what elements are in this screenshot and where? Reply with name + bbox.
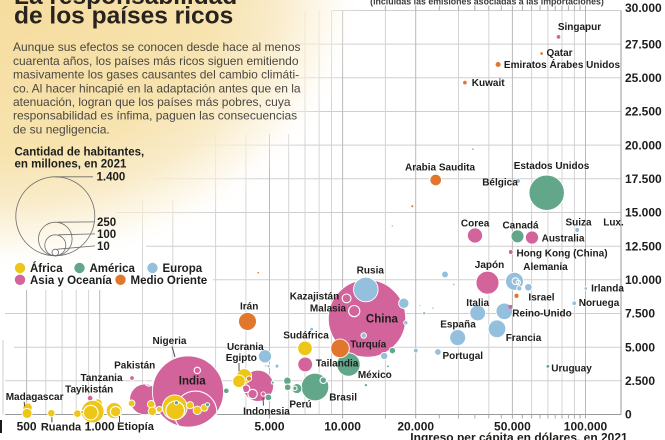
svg-text:Kuwait: Kuwait bbox=[472, 78, 505, 89]
svg-text:Etiopía: Etiopía bbox=[117, 421, 155, 433]
svg-text:5.000: 5.000 bbox=[254, 420, 284, 434]
svg-text:Turquía: Turquía bbox=[350, 340, 386, 351]
svg-text:Irán: Irán bbox=[240, 301, 258, 312]
svg-text:Malasia: Malasia bbox=[310, 304, 347, 315]
svg-text:en millones, en 2021: en millones, en 2021 bbox=[15, 159, 127, 171]
svg-text:China: China bbox=[366, 314, 399, 326]
svg-text:Brasil: Brasil bbox=[329, 392, 357, 403]
svg-text:(incluidas las emisiones asoci: (incluidas las emisiones asociadas a las… bbox=[370, 0, 604, 7]
svg-text:Corea: Corea bbox=[461, 218, 490, 229]
svg-text:masivamente los gases causante: masivamente los gases causantes del camb… bbox=[13, 68, 299, 82]
svg-text:co. Al hacer hincapié en la ad: co. Al hacer hincapié en la adaptación a… bbox=[13, 81, 301, 95]
svg-text:Tanzania: Tanzania bbox=[80, 373, 122, 384]
svg-text:Reino-Unido: Reino-Unido bbox=[512, 309, 571, 320]
svg-text:Qatar: Qatar bbox=[546, 48, 572, 59]
svg-text:27.500: 27.500 bbox=[625, 37, 662, 51]
svg-text:cuarenta años, los países más: cuarenta años, los países más ricos sigu… bbox=[13, 54, 299, 68]
svg-text:10.000: 10.000 bbox=[324, 420, 361, 434]
svg-text:Aunque sus efectos se conocen: Aunque sus efectos se conocen desde hace… bbox=[13, 40, 301, 54]
svg-text:México: México bbox=[358, 370, 392, 381]
svg-text:Pakistán: Pakistán bbox=[114, 361, 155, 372]
svg-text:La responsabilidad: La responsabilidad bbox=[14, 0, 237, 10]
svg-text:Hong Kong (China): Hong Kong (China) bbox=[516, 248, 607, 259]
svg-text:América: América bbox=[90, 263, 136, 275]
svg-text:Canadá: Canadá bbox=[502, 221, 539, 232]
svg-text:20.000: 20.000 bbox=[397, 420, 434, 434]
svg-text:Sudáfrica: Sudáfrica bbox=[283, 330, 329, 341]
svg-text:Japón: Japón bbox=[475, 260, 504, 271]
svg-text:Europa: Europa bbox=[163, 263, 203, 275]
svg-text:12.500: 12.500 bbox=[625, 239, 662, 253]
svg-text:Tailandia: Tailandia bbox=[316, 358, 359, 369]
svg-text:25.000: 25.000 bbox=[625, 71, 662, 85]
svg-text:10.000: 10.000 bbox=[625, 273, 662, 287]
svg-text:de los países ricos: de los países ricos bbox=[14, 3, 233, 30]
svg-text:100.000: 100.000 bbox=[564, 420, 608, 434]
svg-text:Asia y Oceanía: Asia y Oceanía bbox=[30, 275, 112, 287]
svg-text:0: 0 bbox=[625, 408, 632, 422]
svg-text:10: 10 bbox=[97, 241, 110, 253]
svg-text:Singapur: Singapur bbox=[558, 22, 601, 33]
svg-text:Indonesia: Indonesia bbox=[243, 407, 290, 418]
svg-text:100: 100 bbox=[97, 229, 116, 241]
svg-text:atenuación, logran que los paí: atenuación, logran que los países más po… bbox=[13, 95, 291, 109]
svg-text:250: 250 bbox=[97, 217, 116, 229]
svg-text:Nigeria: Nigeria bbox=[153, 336, 187, 347]
svg-text:Emiratos Árabes Unidos: Emiratos Árabes Unidos bbox=[504, 58, 621, 71]
svg-text:Noruega: Noruega bbox=[579, 298, 620, 309]
svg-text:1.400: 1.400 bbox=[97, 172, 126, 184]
svg-text:Irlanda: Irlanda bbox=[591, 283, 624, 294]
svg-text:20.000: 20.000 bbox=[625, 138, 662, 152]
svg-text:Australia: Australia bbox=[542, 233, 585, 244]
svg-text:2.500: 2.500 bbox=[625, 374, 655, 388]
svg-text:7.500: 7.500 bbox=[625, 307, 655, 321]
svg-text:50.000: 50.000 bbox=[494, 420, 531, 434]
svg-text:Bélgica: Bélgica bbox=[482, 178, 518, 189]
svg-text:Tayikistán: Tayikistán bbox=[65, 385, 113, 396]
svg-text:Suiza: Suiza bbox=[565, 218, 592, 229]
svg-text:España: España bbox=[440, 319, 476, 330]
svg-text:Kazajistán: Kazajistán bbox=[290, 291, 339, 302]
svg-text:1.000: 1.000 bbox=[85, 420, 115, 434]
svg-text:de su negligencia.: de su negligencia. bbox=[13, 122, 110, 136]
svg-text:Lux.: Lux. bbox=[603, 218, 624, 229]
svg-text:Cantidad de habitantes,: Cantidad de habitantes, bbox=[15, 147, 145, 159]
svg-text:Rusia: Rusia bbox=[357, 266, 385, 277]
svg-text:Francia: Francia bbox=[506, 333, 542, 344]
svg-text:Medio Oriente: Medio Oriente bbox=[131, 275, 208, 287]
svg-text:Portugal: Portugal bbox=[443, 351, 484, 362]
svg-text:Ruanda: Ruanda bbox=[41, 422, 82, 434]
svg-text:5.000: 5.000 bbox=[625, 340, 655, 354]
svg-text:África: África bbox=[30, 262, 63, 275]
svg-text:Ucrania: Ucrania bbox=[227, 342, 264, 353]
svg-text:Alemania: Alemania bbox=[523, 262, 568, 273]
svg-text:30.000: 30.000 bbox=[625, 1, 662, 15]
svg-text:Perú: Perú bbox=[289, 400, 311, 411]
svg-text:India: India bbox=[179, 376, 206, 388]
svg-text:Italia: Italia bbox=[466, 298, 489, 309]
svg-text:Estados Unidos: Estados Unidos bbox=[514, 161, 590, 172]
svg-text:17.500: 17.500 bbox=[625, 172, 662, 186]
svg-text:Ingreso per cápita en dólares,: Ingreso per cápita en dólares, en 2021 bbox=[410, 431, 628, 440]
svg-text:15.000: 15.000 bbox=[625, 206, 662, 220]
svg-text:Arabia Saudita: Arabia Saudita bbox=[405, 163, 475, 174]
svg-text:Madagascar: Madagascar bbox=[6, 392, 64, 403]
svg-text:22.500: 22.500 bbox=[625, 105, 662, 119]
svg-text:Egipto: Egipto bbox=[226, 353, 257, 364]
svg-text:responsabilidad es ínfima, pag: responsabilidad es ínfima, paguen las co… bbox=[13, 109, 297, 123]
svg-text:Israel: Israel bbox=[528, 293, 554, 304]
svg-text:Uruguay: Uruguay bbox=[551, 363, 592, 374]
svg-text:500: 500 bbox=[17, 420, 37, 434]
